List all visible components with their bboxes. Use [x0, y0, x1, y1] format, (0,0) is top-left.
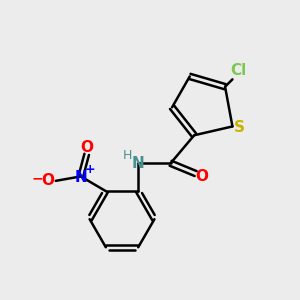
Text: O: O	[80, 140, 93, 155]
Text: H: H	[122, 148, 132, 161]
Text: S: S	[233, 120, 244, 135]
Text: −: −	[32, 171, 43, 185]
Text: O: O	[196, 169, 208, 184]
Text: Cl: Cl	[230, 63, 247, 78]
Text: N: N	[75, 169, 88, 184]
Text: O: O	[41, 173, 54, 188]
Text: +: +	[85, 164, 95, 176]
Text: N: N	[131, 156, 144, 171]
